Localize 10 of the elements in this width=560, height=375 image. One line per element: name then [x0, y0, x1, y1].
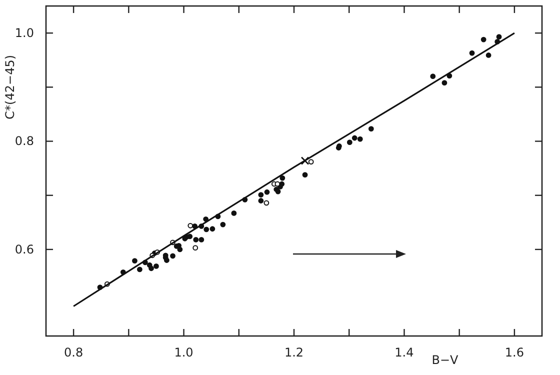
x-tick-label: 1.4	[394, 346, 414, 360]
y-tick-label: 0.8	[14, 134, 34, 148]
y-tick-label: 0.6	[14, 242, 34, 256]
x-axis-title: B−V	[432, 353, 460, 367]
x-tick-label: 1.2	[284, 346, 304, 360]
x-tick-label: 1.0	[174, 346, 194, 360]
x-tick-label: 1.6	[504, 346, 524, 360]
x-tick-label: 0.8	[64, 346, 84, 360]
y-axis-title: C*(42−45)	[3, 54, 17, 120]
y-tick-label: 1.0	[14, 26, 34, 40]
